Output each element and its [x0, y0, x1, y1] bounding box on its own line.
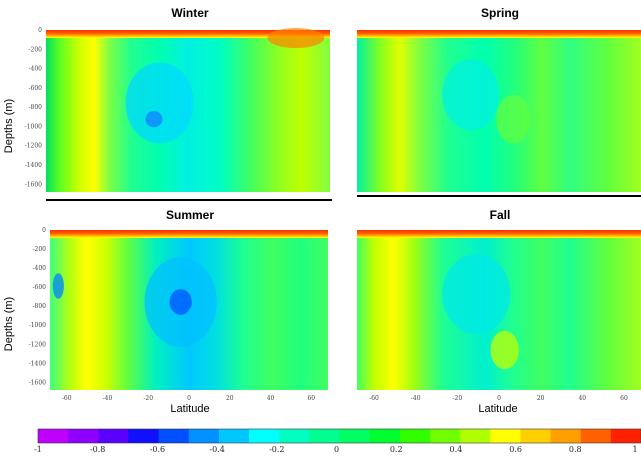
heatmap-feature	[490, 330, 519, 370]
colorbar-tick-label: 1	[632, 445, 637, 454]
colorbar-tick-label: 0.6	[509, 445, 522, 454]
heatmap-feature	[442, 254, 511, 334]
colorbar-swatch	[279, 429, 310, 443]
heatmap-feature	[52, 273, 64, 299]
colorbar-tick-label: 0.4	[450, 445, 463, 454]
colorbar-swatch	[580, 429, 612, 443]
colorbar-tick-label: -1	[34, 445, 42, 454]
colorbar-tick-label: -0.8	[90, 445, 105, 454]
y-tick-label: -600	[33, 284, 47, 291]
colorbar-swatch	[339, 429, 371, 443]
y-tick-label: -400	[29, 66, 43, 73]
heatmap-feature	[169, 289, 192, 315]
panel-title-summer: Summer	[165, 208, 215, 222]
panel-title-fall: Fall	[489, 208, 511, 222]
y-tick-label: -1200	[25, 143, 42, 150]
colorbar-tick-label: 0.8	[569, 445, 582, 454]
x-tick-label: 60	[307, 395, 315, 402]
colorbar-swatch	[38, 429, 69, 443]
y-tick-label: -800	[29, 104, 43, 111]
heatmap-winter: 0 -200 -400 -600 -800 -1000 -1200 -1400 -1600	[25, 27, 330, 192]
colorbar-tick-label: -0.6	[150, 445, 165, 454]
surface-band-summer	[50, 230, 328, 238]
colorbar-frame	[37, 428, 641, 444]
x-tick-label: 0	[187, 395, 191, 402]
x-axis-label-summer: Latitude	[170, 403, 210, 415]
heatmap-fall: -60 -40 -20 0 20 40 60	[357, 230, 641, 402]
colorbar-tick-label: -0.4	[209, 445, 224, 454]
colorbar-swatch	[249, 429, 280, 443]
divider-right	[357, 195, 641, 197]
colorbar-swatch	[68, 429, 99, 443]
x-tick-label: 60	[620, 395, 628, 402]
x-tick-label: -20	[143, 395, 153, 402]
surface-band-spring	[357, 30, 641, 38]
y-tick-label: -1600	[29, 379, 46, 386]
y-tick-label: -200	[33, 246, 47, 253]
y-tick-label: -1400	[29, 360, 46, 367]
x-tick-label: -60	[369, 395, 379, 402]
divider-left	[46, 199, 332, 201]
y-tick-label: -1000	[29, 322, 46, 329]
colorbar-tick-label: -0.2	[269, 445, 284, 454]
x-tick-label: 20	[537, 395, 545, 402]
colorbar-swatch	[188, 429, 220, 443]
x-tick-label: -40	[411, 395, 421, 402]
x-axis-label-fall: Latitude	[478, 403, 518, 415]
x-tick-label: 0	[497, 395, 501, 402]
colorbar-swatch	[158, 429, 190, 443]
y-tick-label: -200	[29, 46, 43, 53]
heatmap-spring	[357, 30, 641, 192]
x-tick-label: -40	[103, 395, 113, 402]
colorbar-swatch	[128, 429, 160, 443]
colorbar-swatch	[460, 429, 491, 443]
x-tick-label: 20	[226, 395, 234, 402]
y-tick-label: -1000	[25, 123, 42, 130]
x-tick-label: 40	[267, 395, 275, 402]
y-tick-label: -1400	[25, 162, 42, 169]
x-tick-label: 40	[578, 395, 586, 402]
x-tick-label: -20	[453, 395, 463, 402]
y-tick-label: -400	[33, 265, 47, 272]
colorbar: -1 -0.8 -0.6 -0.4 -0.2 0 0.2 0.4 0.6 0.8 1	[34, 428, 641, 454]
y-tick-label: -600	[29, 85, 43, 92]
panel-title-winter: Winter	[171, 6, 209, 20]
x-tick-label: -60	[62, 395, 72, 402]
colorbar-swatch	[98, 429, 129, 443]
y-tick-label: 0	[38, 27, 42, 34]
surface-band-fall	[357, 230, 641, 238]
y-tick-label: -1600	[25, 181, 42, 188]
colorbar-tick-label: 0	[334, 445, 339, 454]
surface-band-winter	[267, 28, 325, 48]
colorbar-swatch	[218, 429, 250, 443]
colorbar-swatch	[399, 429, 431, 443]
colorbar-swatch	[490, 429, 521, 443]
heatmap-feature	[442, 59, 499, 131]
heatmap-feature	[496, 94, 531, 144]
y-tick-label: -1200	[29, 341, 46, 348]
colorbar-tick-label: 0.2	[390, 445, 403, 454]
heatmap-summer: 0-200-400-600-800-1000-1200-1400-1600-60…	[29, 227, 328, 402]
colorbar-swatch	[550, 429, 582, 443]
colorbar-swatch	[369, 429, 401, 443]
colorbar-swatch	[610, 429, 641, 443]
y-tick-label: 0	[42, 227, 46, 234]
heatmap-feature	[145, 111, 163, 128]
y-tick-label: -800	[33, 303, 47, 310]
panel-title-spring: Spring	[481, 6, 519, 20]
surface-band-winter	[46, 30, 330, 38]
heatmap-feature	[125, 62, 194, 144]
colorbar-swatch	[429, 429, 461, 443]
colorbar-swatch	[520, 429, 552, 443]
colorbar-swatch	[309, 429, 340, 443]
